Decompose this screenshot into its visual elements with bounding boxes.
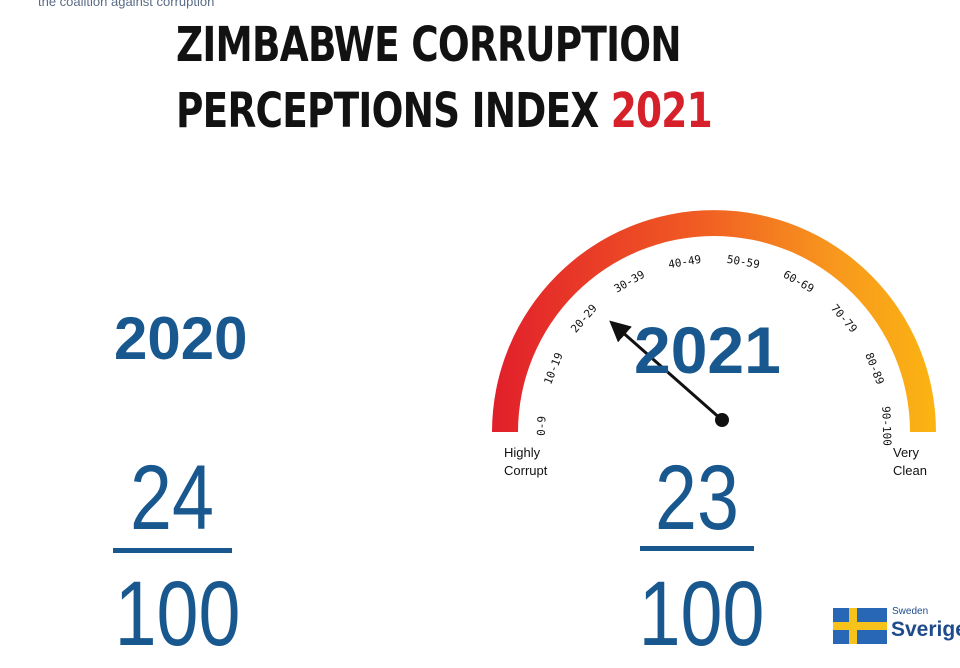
gauge-range-label: 80-89 [862,351,886,387]
gauge-range-label: 60-69 [781,268,816,296]
score-2021: 23 [655,447,739,549]
title-line-1: ZIMBABWE CORRUPTION [176,17,682,73]
title-year: 2021 [610,83,713,139]
highly-corrupt-label: Highly Corrupt [504,444,547,480]
score-2021-out-of: 100 [638,563,765,665]
highly-corrupt-label-line2: Corrupt [504,463,548,478]
score-2020: 24 [130,447,214,549]
year-2020-label: 2020 [114,305,248,372]
title-line-2-text: PERCEPTIONS INDEX [176,83,611,139]
gauge-range-label: 10-19 [541,351,565,387]
very-clean-label-line2: Clean [893,463,927,478]
gauge-range-label: 70-79 [828,302,860,336]
fraction-bar-2021 [640,546,754,551]
gauge-range-label: 0-9 [535,416,549,436]
title-line-2: PERCEPTIONS INDEX 2021 [176,78,713,144]
gauge-pivot [715,413,729,427]
very-clean-label-line1: Very [893,445,920,460]
year-2021-label: 2021 [634,313,781,387]
gauge-range-label: 30-39 [612,268,647,296]
very-clean-label: Very Clean [893,444,927,480]
highly-corrupt-label-line1: Highly [504,445,541,460]
swedish-flag-icon [833,608,887,644]
gauge-arc [492,210,936,432]
organization-tagline: the coalition against corruption [38,0,215,9]
gauge-range-label: 40-49 [667,253,702,271]
sweden-logo-small-text: Sweden [892,606,929,617]
gauge-needle [609,320,723,422]
fraction-bar-2020 [113,548,232,553]
sweden-logo-big-text: Sverige [891,618,960,641]
page-title: ZIMBABWE CORRUPTION PERCEPTIONS INDEX 20… [176,12,713,144]
gauge-range-label: 20-29 [568,302,600,336]
score-2020-out-of: 100 [114,563,241,665]
gauge-range-label: 50-59 [726,253,761,271]
sweden-sverige-logo: Sweden Sverige [833,606,960,650]
gauge-range-label: 90-100 [879,406,893,446]
